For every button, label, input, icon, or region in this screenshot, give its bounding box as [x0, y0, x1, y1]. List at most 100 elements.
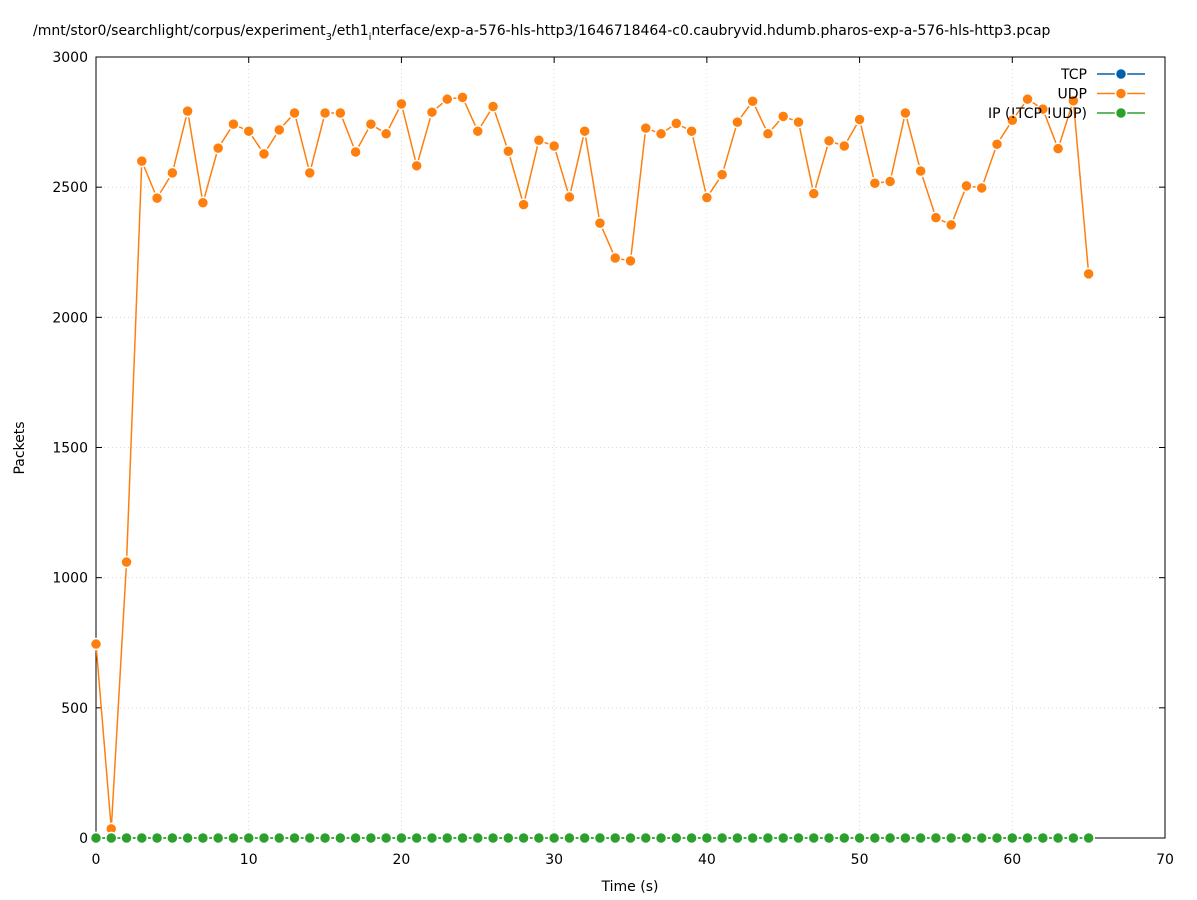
x-tick-label: 60	[1003, 852, 1021, 868]
legend-entry-udp: UDP	[1058, 87, 1145, 103]
legend-swatch-marker	[1114, 87, 1128, 100]
data-point-udp	[456, 91, 469, 104]
data-point-ip-tcp-udp	[410, 831, 423, 845]
data-point-udp	[334, 106, 347, 120]
y-tick-label: 3000	[52, 50, 88, 66]
x-tick-label: 10	[240, 852, 258, 868]
data-point-ip-tcp-udp	[150, 831, 164, 845]
data-point-udp	[700, 191, 714, 204]
data-point-udp	[1067, 94, 1080, 107]
legend-swatch-marker	[1114, 106, 1128, 120]
data-point-udp	[242, 124, 255, 138]
data-point-udp	[425, 105, 439, 119]
data-point-ip-tcp-udp	[853, 831, 866, 845]
data-point-udp	[838, 139, 851, 153]
data-point-udp	[257, 147, 271, 161]
data-point-ip-tcp-udp	[1021, 831, 1034, 845]
legend-entry-tcp: TCP	[1060, 67, 1145, 83]
data-point-ip-tcp-udp	[532, 831, 546, 845]
data-point-udp	[135, 154, 149, 168]
y-tick-label: 1500	[52, 441, 88, 457]
data-point-ip-tcp-udp	[761, 831, 775, 845]
data-point-ip-tcp-udp	[288, 831, 301, 845]
data-point-ip-tcp-udp	[1082, 831, 1095, 845]
data-point-ip-tcp-udp	[242, 831, 255, 845]
data-point-ip-tcp-udp	[257, 831, 271, 845]
data-point-udp	[532, 134, 546, 147]
data-point-ip-tcp-udp	[929, 831, 943, 845]
data-point-udp	[349, 145, 362, 159]
data-point-ip-tcp-udp	[899, 831, 912, 845]
data-point-udp	[776, 110, 790, 123]
data-point-ip-tcp-udp	[395, 831, 408, 845]
data-point-udp	[150, 191, 164, 205]
data-point-ip-tcp-udp	[944, 831, 958, 845]
series-line-udp	[95, 96, 1090, 829]
data-point-ip-tcp-udp	[822, 831, 836, 845]
data-point-udp	[654, 127, 668, 141]
data-point-ip-tcp-udp	[425, 831, 439, 845]
data-point-udp	[486, 100, 500, 113]
data-point-udp	[395, 97, 408, 111]
data-point-udp	[440, 92, 454, 106]
axis-ticks: 0 10 20 30 40 50 60 70 0 500 1000 1500 2000 2500 3000	[52, 50, 1174, 868]
data-point-ip-tcp-udp	[700, 831, 714, 845]
series-udp	[89, 91, 1095, 836]
y-tick-label: 1000	[52, 571, 88, 587]
data-point-ip-tcp-udp	[135, 831, 149, 845]
data-point-udp	[761, 127, 775, 141]
x-tick-label: 50	[851, 852, 869, 868]
series-layer	[89, 91, 1095, 845]
data-point-udp	[639, 121, 653, 135]
data-point-udp	[807, 187, 821, 200]
data-point-ip-tcp-udp	[471, 831, 485, 845]
data-point-udp	[975, 181, 988, 195]
data-point-udp	[379, 127, 393, 141]
data-point-ip-tcp-udp	[960, 831, 973, 845]
legend-label: IP (!TCP !UDP)	[988, 106, 1087, 122]
data-point-ip-tcp-udp	[685, 831, 698, 845]
data-point-udp	[944, 218, 958, 232]
data-point-udp	[517, 198, 530, 211]
data-point-ip-tcp-udp	[608, 831, 622, 845]
data-point-udp	[914, 164, 927, 178]
data-point-ip-tcp-udp	[303, 831, 317, 845]
series-ip-tcp-udp	[89, 831, 1095, 845]
data-point-ip-tcp-udp	[776, 831, 790, 845]
data-point-ip-tcp-udp	[456, 831, 469, 845]
data-point-ip-tcp-udp	[349, 831, 362, 845]
data-point-ip-tcp-udp	[746, 831, 759, 845]
data-point-udp	[608, 251, 622, 265]
data-point-ip-tcp-udp	[578, 831, 591, 845]
data-point-udp	[685, 124, 698, 138]
data-point-ip-tcp-udp	[975, 831, 988, 845]
y-tick-label: 0	[79, 831, 88, 847]
data-point-udp	[166, 166, 179, 180]
data-point-udp	[227, 117, 240, 131]
data-point-ip-tcp-udp	[211, 831, 225, 845]
data-point-ip-tcp-udp	[1067, 831, 1080, 845]
data-point-udp	[960, 179, 973, 193]
data-point-udp	[578, 124, 591, 138]
data-point-udp	[288, 106, 301, 120]
chart-title: /mnt/stor0/searchlight/corpus/experiment…	[33, 23, 1051, 43]
data-point-udp	[547, 139, 561, 153]
data-point-udp	[120, 555, 133, 569]
data-point-udp	[624, 254, 637, 268]
data-point-udp	[181, 104, 194, 118]
data-point-udp	[563, 190, 576, 204]
data-point-ip-tcp-udp	[120, 831, 133, 845]
y-tick-label: 500	[61, 701, 88, 717]
data-point-ip-tcp-udp	[318, 831, 332, 845]
data-point-ip-tcp-udp	[883, 831, 897, 845]
data-point-ip-tcp-udp	[593, 831, 607, 845]
data-point-udp	[853, 113, 866, 126]
legend: TCP UDP IP (!TCP !UDP)	[988, 67, 1145, 122]
x-tick-label: 30	[545, 852, 563, 868]
data-point-udp	[211, 141, 225, 155]
data-point-udp	[593, 216, 607, 230]
data-point-ip-tcp-udp	[105, 831, 118, 845]
x-tick-label: 20	[393, 852, 411, 868]
data-point-udp	[318, 106, 332, 120]
